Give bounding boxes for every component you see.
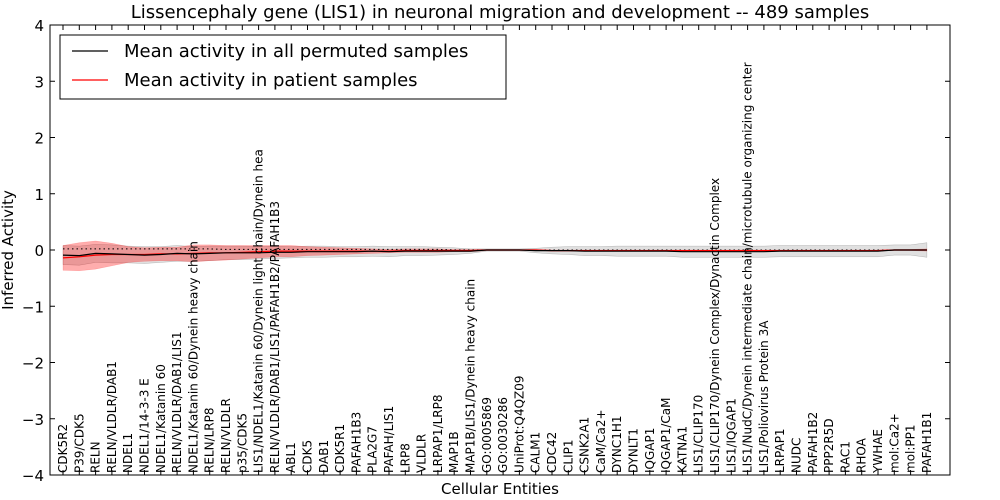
- x-tick-label: ABL1: [284, 442, 298, 473]
- x-tick-label: CALM1: [529, 432, 543, 473]
- x-tick-label: PLA2G7: [366, 426, 380, 473]
- y-tick-label: −3: [22, 411, 44, 429]
- x-tick-label: DAB1: [317, 440, 331, 473]
- x-tick-label: LIS1/Poliovirus Protein 3A: [757, 320, 771, 473]
- confidence-bands: [62, 240, 928, 272]
- y-tick-label: 0: [34, 242, 44, 260]
- x-tick-label: mol:PP1: [904, 424, 918, 473]
- x-tick-label: CaM/Ca2+: [594, 409, 608, 473]
- x-tick-label: RELN/VLDLR/DAB1/LIS1/PAFAH1B2/PAFAH1B3: [268, 201, 282, 473]
- x-tick-label: CDK5R2: [56, 424, 70, 473]
- y-tick-label: −4: [22, 467, 44, 485]
- x-tick-label: PAFAH/LIS1: [382, 406, 396, 473]
- x-tick-label: PPP2R5D: [822, 418, 836, 473]
- x-tick-label: LIS1/IQGAP1: [724, 398, 738, 473]
- x-tick-label: MAP1B/LIS1/Dynein heavy chain: [464, 279, 478, 473]
- x-tick-label: CSNK2A1: [578, 417, 592, 473]
- x-tick-label: PAFAH1B2: [806, 412, 820, 473]
- line-permuted-mean: [62, 249, 927, 257]
- x-tick-label: RELN/VLDLR/DAB1/LIS1: [170, 332, 184, 473]
- x-tick-label: IQGAP1: [643, 428, 657, 473]
- legend-box: [59, 34, 507, 100]
- x-tick-label: MAP1B: [447, 431, 461, 473]
- x-tick-label: IQGAP1/CaM: [659, 398, 673, 474]
- x-tick-label: CDC42: [545, 432, 559, 473]
- x-tick-labels: CDK5R2 P39/CDK5 RELN RELN/VLDLR/DAB1 NDEL1 ND…: [56, 62, 934, 474]
- x-tick-label: LRPAP1: [773, 428, 787, 473]
- y-tick-label: 3: [34, 73, 44, 91]
- x-tick-label: VLDLR: [415, 434, 429, 473]
- x-tick-label: RELN/VLDLR/DAB1: [105, 361, 119, 473]
- x-tick-label: mol:Ca2+: [887, 413, 901, 473]
- x-tick-label: RELN/LRP8: [203, 407, 217, 473]
- y-tick-label: 2: [34, 130, 44, 148]
- y-axis-label: Inferred Activity: [0, 190, 17, 310]
- x-tick-label: LIS1/CLIP170/Dynein Complex/Dynactin Com…: [708, 178, 722, 473]
- x-tick-label: LRPAP1/LRP8: [431, 394, 445, 473]
- x-tick-label: DYNLT1: [627, 428, 641, 473]
- x-axis-label: Cellular Entities: [441, 480, 559, 498]
- legend-label-permuted: Mean activity in all permuted samples: [124, 41, 468, 62]
- x-tick-label: LRP8: [398, 443, 412, 473]
- x-tick-label: DYNC1H1: [610, 415, 624, 473]
- x-tick-label: RAC1: [838, 441, 852, 473]
- x-tick-label: CDK5R1: [333, 424, 347, 473]
- x-tick-label: LIS1/CLIP170: [692, 395, 706, 473]
- y-tick-label: −1: [22, 298, 44, 316]
- x-tick-label: NUDC: [790, 438, 804, 473]
- chart-title: Lissencephaly gene (LIS1) in neuronal mi…: [131, 2, 870, 23]
- y-axis-ticks: 4 3 2 1 0 −1 −2 −3 −4: [22, 17, 950, 485]
- band-patient: [62, 240, 928, 272]
- x-tick-label: KATNA1: [675, 426, 689, 473]
- x-tick-label: CLIP1: [561, 440, 575, 473]
- band-permuted: [62, 242, 928, 266]
- x-tick-label: NDEL1/Katanin 60: [154, 364, 168, 473]
- x-tick-label: RHOA: [855, 437, 869, 473]
- y-tick-label: 4: [34, 17, 44, 35]
- legend-label-patient: Mean activity in patient samples: [124, 70, 418, 91]
- legend: Mean activity in all permuted samples Me…: [59, 34, 507, 100]
- x-tick-label: PAFAH1B3: [349, 412, 363, 473]
- x-tick-label: PAFAH1B1: [920, 412, 934, 473]
- series-lines: [62, 248, 927, 259]
- x-tick-label: NDEL1/Katanin 60/Dynein heavy chain: [186, 241, 200, 473]
- y-tick-label: −2: [22, 355, 44, 373]
- x-tick-label: NDEL1/14-3-3 E: [138, 378, 152, 473]
- x-tick-label: UniProt:Q4QZ09: [512, 375, 526, 473]
- x-tick-label: CDK5: [301, 440, 315, 473]
- x-tick-label: GO:0005869: [480, 397, 494, 473]
- x-tick-label: P39/CDK5: [72, 413, 86, 473]
- x-tick-label: RELN/VLDLR: [219, 398, 233, 473]
- x-tick-label: GO:0030286: [496, 397, 510, 473]
- x-tick-label: RELN: [89, 441, 103, 473]
- y-tick-label: 1: [34, 186, 44, 204]
- x-tick-label: NDEL1: [121, 433, 135, 473]
- x-tick-label: LIS1/NDEL1/Katanin 60/Dynein light chain…: [252, 149, 266, 473]
- x-tick-label: LIS1/NudC/Dynein intermediate chain/micr…: [741, 62, 755, 473]
- x-tick-label: p35/CDK5: [235, 413, 249, 473]
- x-tick-label: YWHAE: [871, 429, 885, 474]
- x-axis-ticks: [62, 25, 928, 475]
